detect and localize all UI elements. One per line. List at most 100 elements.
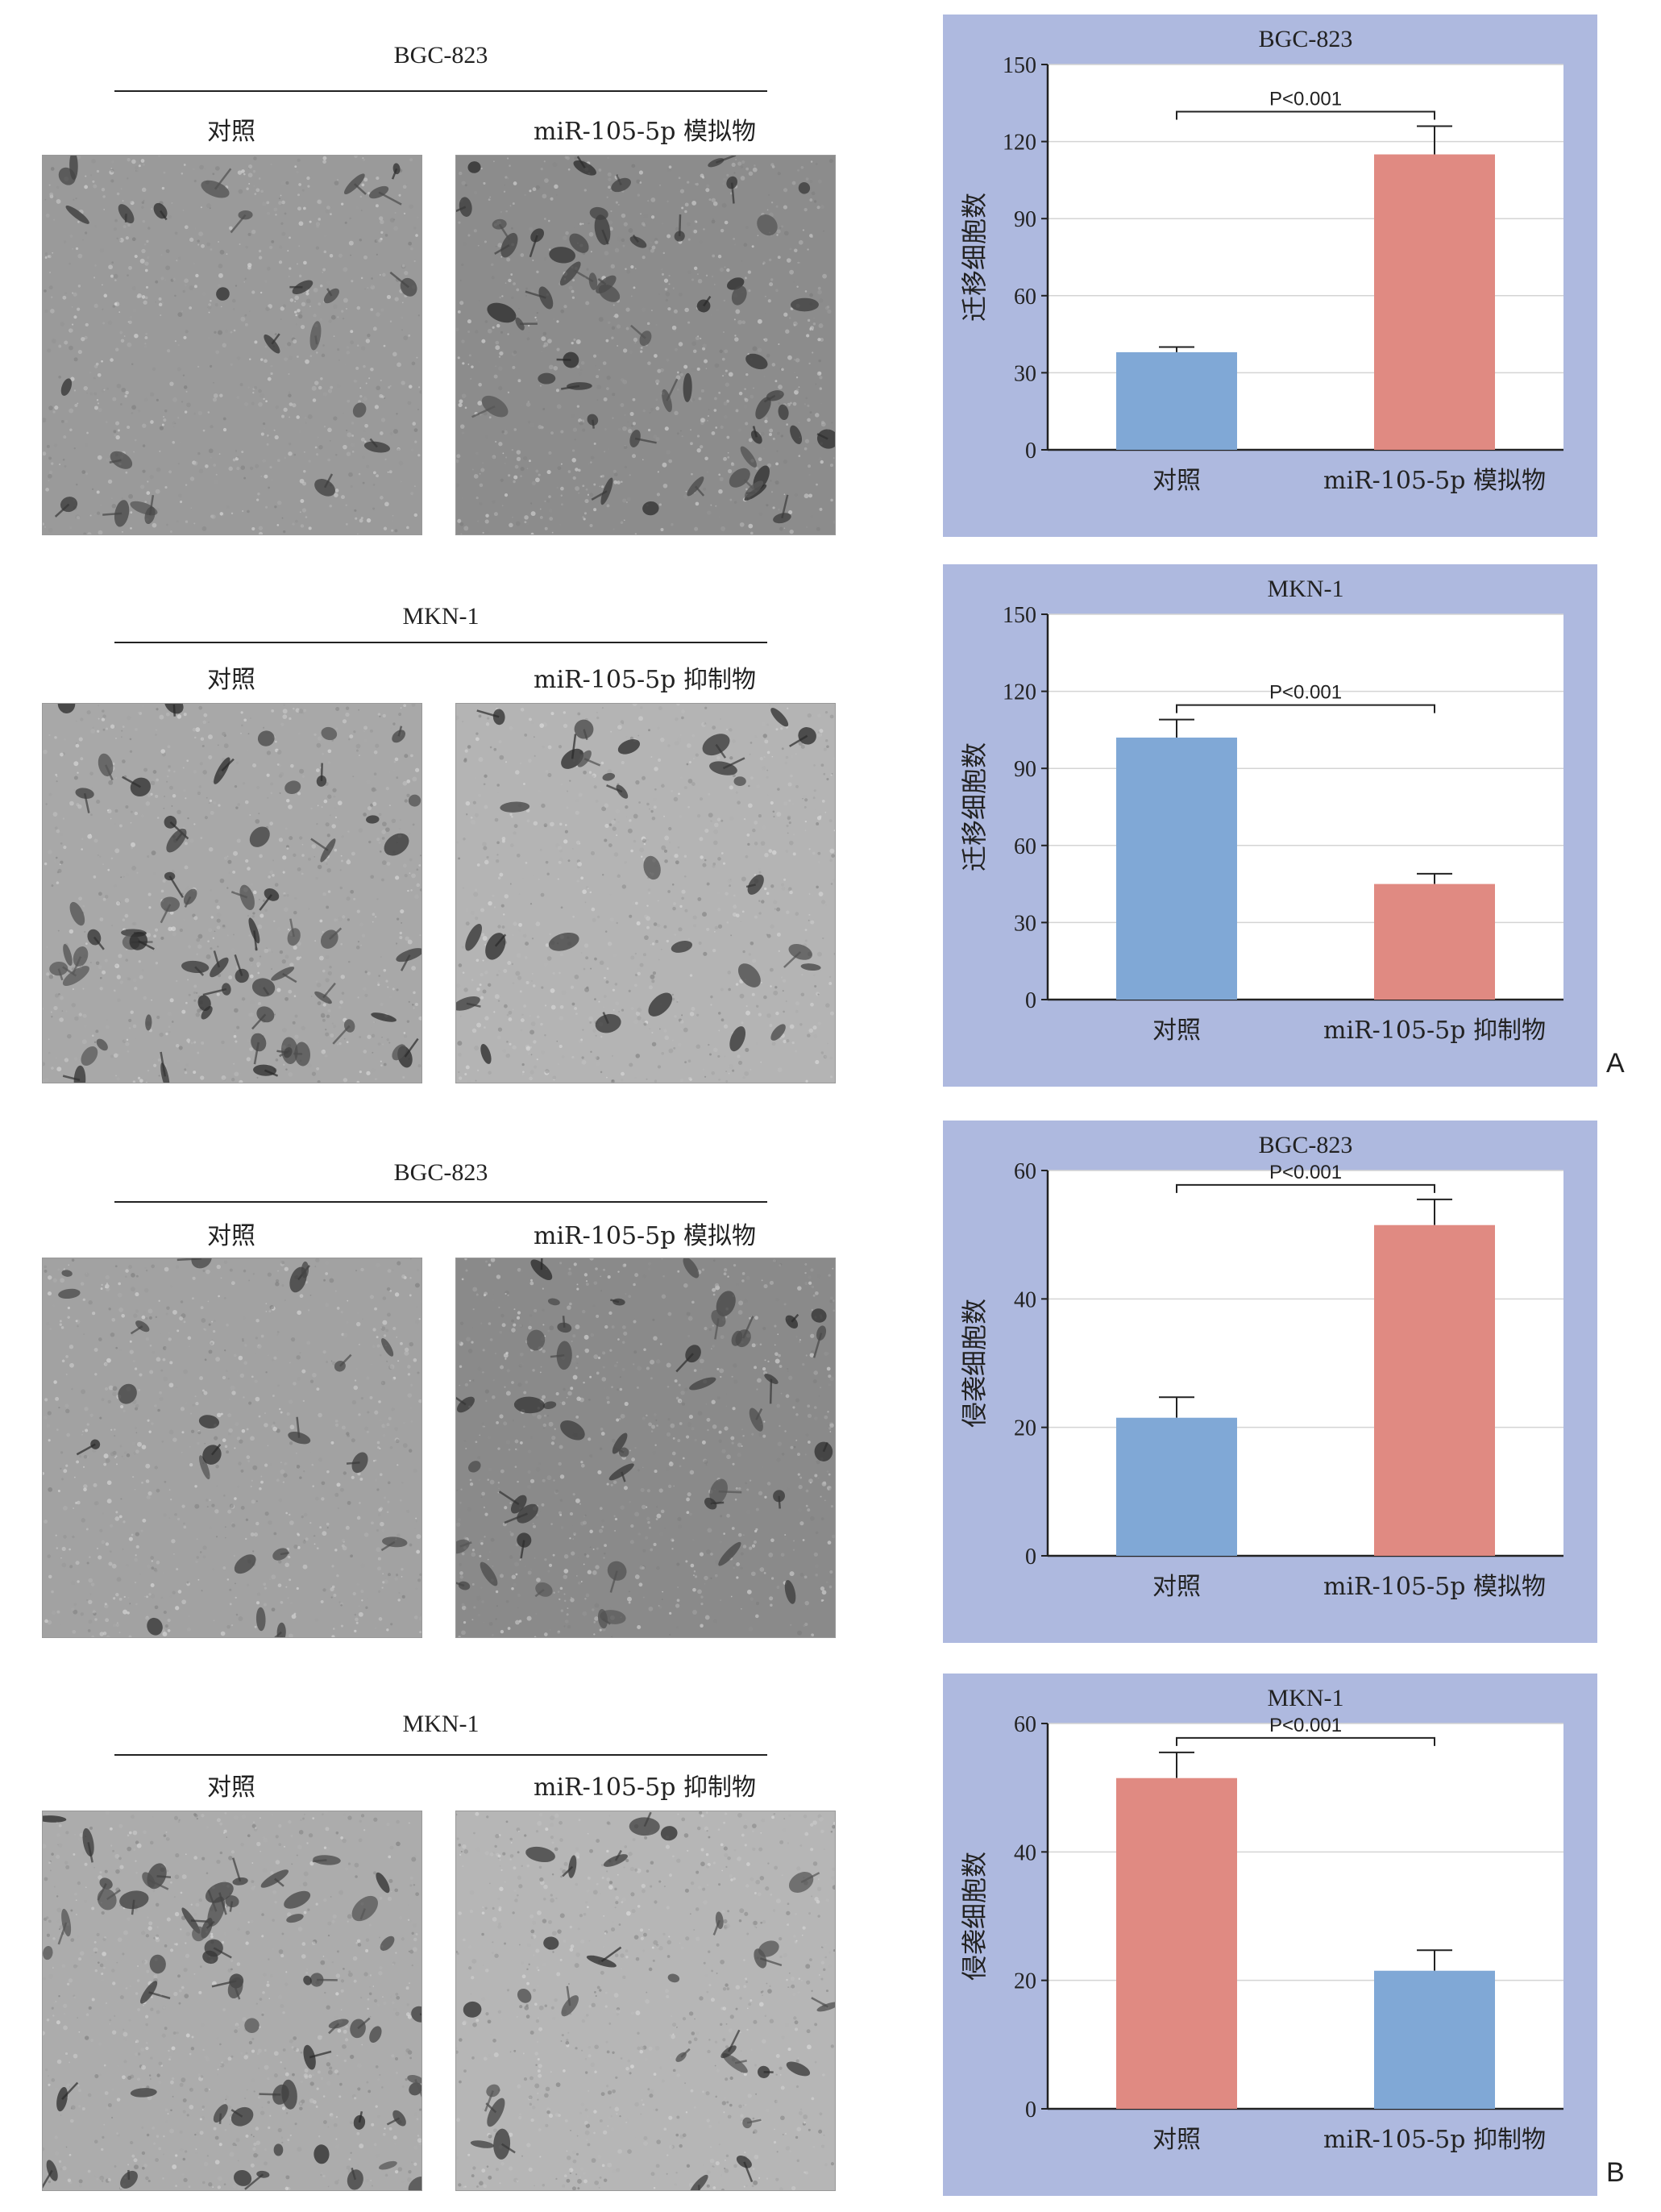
cell-process <box>138 940 155 950</box>
cell-process <box>322 982 336 999</box>
cell-blob <box>517 1532 532 1548</box>
cell-process <box>576 156 586 168</box>
y-tick-label: 60 <box>1014 1159 1036 1184</box>
cell-process <box>206 1920 215 1929</box>
cell-process <box>338 1353 352 1367</box>
cell-blob <box>468 1461 481 1473</box>
cell-blob <box>369 185 389 199</box>
cell-process <box>378 191 402 206</box>
cell-blob <box>135 1320 150 1333</box>
chart-title: BGC-823 <box>1259 1132 1353 1158</box>
cell-process <box>404 1037 419 1058</box>
cell-blob <box>547 1298 560 1306</box>
cell-process <box>253 1042 260 1065</box>
cell-process <box>727 2029 741 2052</box>
y-tick-label: 150 <box>1003 603 1036 628</box>
cell-blob <box>366 815 380 824</box>
cell-blob <box>142 1872 156 1888</box>
cell-process <box>156 1875 172 1879</box>
cell-process <box>734 2060 747 2064</box>
cell-blob <box>249 826 270 847</box>
cell-process <box>213 1947 232 1959</box>
cell-process <box>571 734 577 759</box>
cell-blob <box>798 181 811 194</box>
cell-process <box>122 775 141 788</box>
cell-blob <box>560 1420 585 1441</box>
cell-blob <box>790 297 819 312</box>
bar <box>1374 884 1495 1000</box>
cell-process <box>752 426 758 438</box>
cell-process <box>715 743 727 759</box>
cell-blob <box>716 1291 736 1316</box>
cell-process <box>148 1991 171 2000</box>
cell-process <box>218 2113 222 2124</box>
cell-blob <box>586 1955 617 1968</box>
y-tick-label: 90 <box>1014 757 1036 782</box>
caption-left-1: 对照 <box>207 118 255 146</box>
cell-blob <box>273 2143 284 2156</box>
caption-left-2: 对照 <box>207 666 255 694</box>
cell-blob <box>648 992 673 1017</box>
cell-blob <box>526 1329 546 1351</box>
cell-process <box>93 936 105 950</box>
cell-process <box>202 988 227 996</box>
cell-blob <box>731 285 747 306</box>
cell-process <box>583 758 601 767</box>
y-tick-label: 60 <box>1014 834 1036 859</box>
micrograph-r2-control <box>42 703 422 1083</box>
cell-blob <box>251 1033 267 1052</box>
y-tick-label: 120 <box>1003 680 1036 705</box>
cell-blob <box>376 1872 390 1894</box>
significance-label: P<0.001 <box>1269 1162 1342 1183</box>
cell-process <box>391 168 398 180</box>
cell-blob <box>465 923 482 951</box>
bar <box>1116 1778 1237 2109</box>
cell-blob <box>538 372 556 385</box>
y-tick-label: 150 <box>1003 53 1036 78</box>
cell-blob <box>480 1561 498 1586</box>
cell-blob <box>778 404 789 421</box>
cell-process <box>741 1316 754 1339</box>
category-label: 对照 <box>1152 1017 1201 1045</box>
chart-panel-2: MKN-1 0 30 60 90 120 150 迁移细胞数 对照 miR-105-5p 抑制物 P… <box>943 564 1597 1087</box>
cell-process <box>498 223 511 241</box>
cell-process <box>282 972 297 983</box>
chart-panel-4: MKN-1 0 20 40 60 侵袭细胞数 对照 miR-105-5p 抑制物 P<0.001 <box>943 1674 1597 2196</box>
cell-blob <box>500 801 530 813</box>
cell-blob <box>314 2144 330 2164</box>
cell-blob <box>487 302 517 323</box>
cell-blob <box>57 704 76 713</box>
cell-blob <box>515 317 525 331</box>
cell-process <box>296 1416 301 1438</box>
cell-process <box>746 2118 762 2124</box>
cell-blob <box>683 372 692 402</box>
y-tick-label: 0 <box>1025 988 1036 1013</box>
cell-process <box>715 156 737 164</box>
cell-process <box>562 1865 574 1877</box>
cell-process <box>602 1012 609 1025</box>
cell-blob <box>264 888 280 901</box>
cell-blob <box>407 2075 421 2084</box>
cell-process <box>643 1811 652 1827</box>
micrograph-r3-control <box>42 1258 422 1638</box>
significance-label: P<0.001 <box>1269 1715 1342 1736</box>
cell-process <box>714 1318 720 1340</box>
y-tick-label: 40 <box>1014 1840 1036 1865</box>
cell-blob <box>198 1415 220 1428</box>
cell-blob <box>463 2001 482 2018</box>
cell-blob <box>46 2160 58 2181</box>
cell-blob <box>73 946 89 967</box>
cell-blob <box>328 2019 349 2029</box>
y-axis-label: 迁移细胞数 <box>959 742 990 871</box>
cell-blob <box>749 1407 763 1432</box>
cell-blob <box>737 963 761 988</box>
cell-blob <box>559 261 581 286</box>
cell-process <box>172 704 176 717</box>
category-label: 对照 <box>1152 2126 1201 2154</box>
bar <box>1116 351 1237 450</box>
cell-process <box>259 2093 281 2096</box>
cell-process <box>456 206 467 213</box>
cell-blob <box>60 378 73 396</box>
cell-blob <box>561 1995 579 2017</box>
cell-process <box>678 214 682 237</box>
